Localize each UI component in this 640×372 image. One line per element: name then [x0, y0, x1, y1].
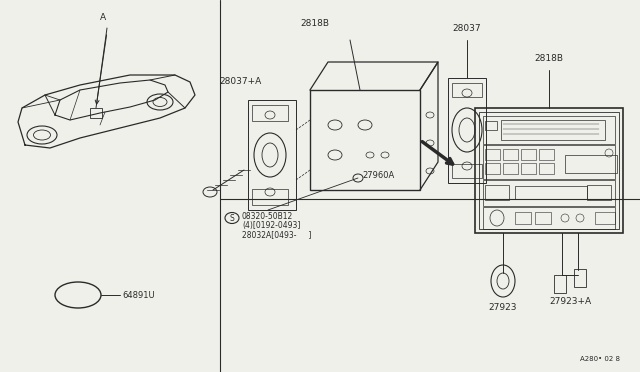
Bar — [483, 180, 615, 206]
Bar — [503, 163, 518, 174]
Bar — [515, 186, 587, 199]
Bar — [90, 108, 102, 118]
Text: 27923: 27923 — [489, 303, 517, 312]
Text: 28037: 28037 — [452, 24, 481, 33]
Bar — [248, 100, 296, 210]
Bar — [483, 145, 615, 179]
Bar — [483, 207, 615, 229]
Bar — [479, 112, 619, 229]
Text: A280• 02 8: A280• 02 8 — [580, 356, 620, 362]
Bar — [595, 212, 615, 224]
Bar — [485, 121, 497, 130]
Bar — [452, 83, 482, 97]
Bar — [521, 163, 536, 174]
Bar — [485, 185, 509, 200]
Bar — [485, 163, 500, 174]
Text: (4)[0192-0493]: (4)[0192-0493] — [242, 221, 300, 230]
Text: 64891U: 64891U — [122, 291, 155, 299]
Bar — [539, 149, 554, 160]
Bar — [521, 149, 536, 160]
Bar — [252, 189, 288, 205]
Bar — [501, 120, 605, 140]
Text: 27923+A: 27923+A — [549, 297, 591, 306]
Bar — [475, 108, 623, 233]
Bar — [587, 185, 611, 200]
Bar — [574, 269, 586, 287]
Text: 27960A: 27960A — [362, 170, 394, 180]
Bar — [515, 212, 531, 224]
Text: 2818B: 2818B — [534, 54, 563, 63]
Bar — [452, 164, 482, 178]
Bar — [565, 155, 617, 173]
Bar — [535, 212, 551, 224]
Text: 2818B: 2818B — [301, 19, 330, 28]
Bar — [503, 149, 518, 160]
Text: A: A — [100, 13, 106, 22]
Text: 28032A[0493-     ]: 28032A[0493- ] — [242, 230, 312, 239]
Bar — [252, 105, 288, 121]
Text: S: S — [230, 214, 234, 222]
Bar — [310, 90, 420, 190]
Bar — [539, 163, 554, 174]
Text: 08320-50B12: 08320-50B12 — [242, 212, 293, 221]
Bar — [485, 149, 500, 160]
Bar — [448, 78, 486, 183]
Bar — [483, 116, 615, 144]
Bar — [554, 275, 566, 293]
Text: 28037+A: 28037+A — [219, 77, 261, 86]
